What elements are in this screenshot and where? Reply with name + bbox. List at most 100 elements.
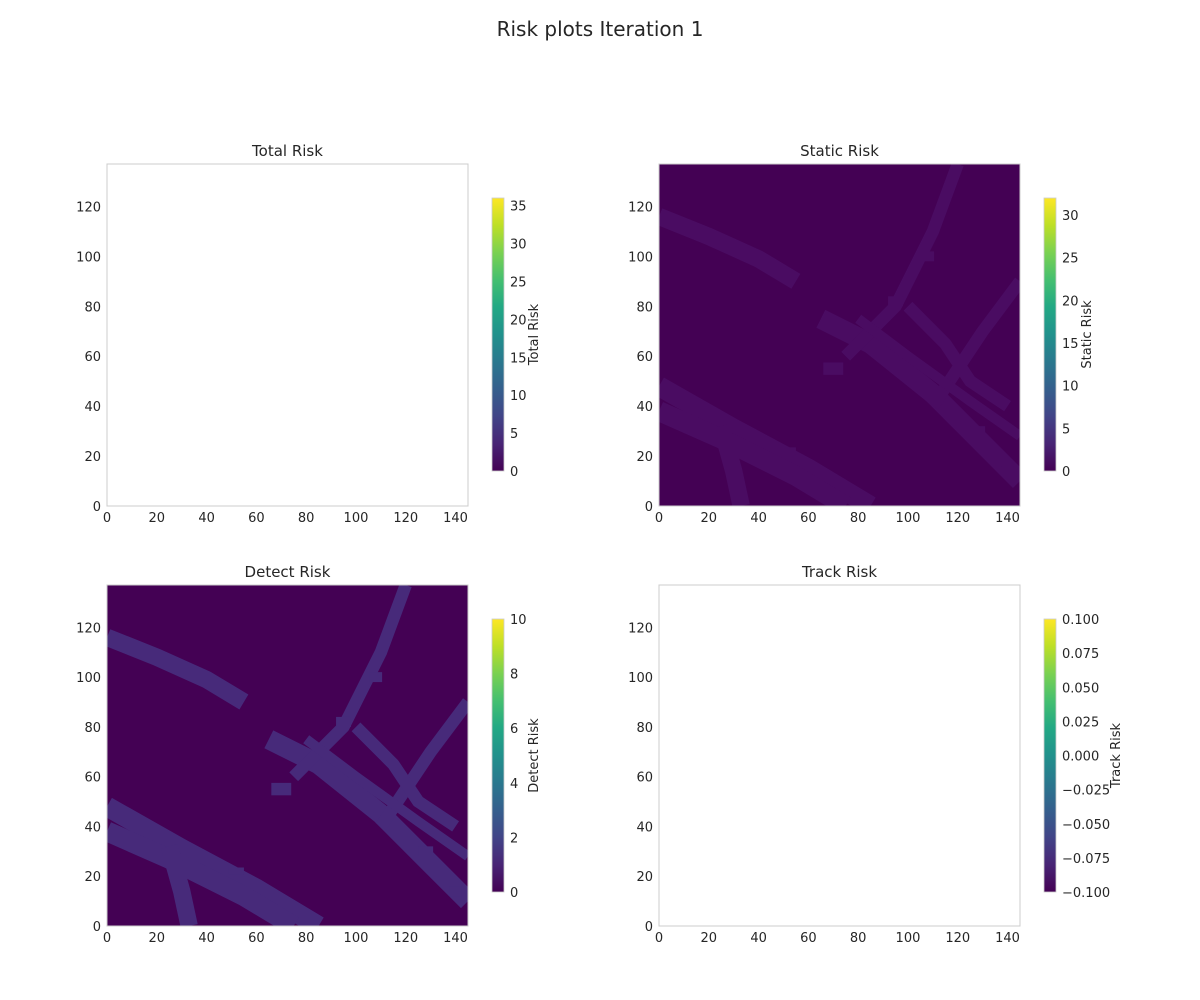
track-risk-x-tick-label: 20 — [701, 931, 718, 946]
track-risk-x-tick-label: 120 — [945, 931, 970, 946]
detect-risk-road-segment — [107, 822, 299, 926]
track-risk-title: Track Risk — [801, 563, 877, 581]
static-risk-y-tick-label: 60 — [636, 350, 653, 365]
total-risk-colorbar-tick-label: 20 — [510, 313, 527, 328]
detect-risk-road-segment — [107, 797, 324, 926]
detect-risk-colorbar-tick-label: 6 — [510, 722, 518, 737]
total-risk-y-tick-label: 0 — [93, 500, 101, 515]
track-risk-x-tick-label: 60 — [800, 931, 817, 946]
total-risk-x-tick-label: 0 — [103, 511, 111, 526]
track-risk-colorbar — [1043, 618, 1057, 893]
total-risk-x-tick-label: 80 — [298, 511, 315, 526]
total-risk-colorbar — [491, 197, 505, 472]
detect-risk-y-tick-label: 80 — [84, 721, 101, 736]
static-risk-colorbar — [1043, 197, 1057, 472]
track-risk-colorbar-tick-label: −0.050 — [1062, 818, 1110, 833]
static-risk-y-tick-label: 20 — [636, 450, 653, 465]
total-risk-colorbar-tick-label: 5 — [510, 427, 518, 442]
total-risk-colorbar-tick-label: 15 — [510, 351, 527, 366]
detect-risk-colorbar-tick-label: 0 — [510, 886, 518, 901]
total-risk-x-tick-label: 20 — [149, 511, 166, 526]
detect-risk-x-tick-label: 140 — [443, 931, 468, 946]
detect-risk-x-tick-label: 60 — [248, 931, 265, 946]
track-risk-x-tick-label: 40 — [750, 931, 767, 946]
detect-risk-risk-patch — [228, 867, 244, 875]
total-risk-colorbar-tick-label: 10 — [510, 389, 527, 404]
track-risk-x-tick-label: 100 — [896, 931, 921, 946]
detect-risk-heatmap-features — [107, 585, 468, 926]
static-risk-colorbar-tick-label: 25 — [1062, 252, 1079, 267]
total-risk-x-tick-label: 140 — [443, 511, 468, 526]
static-risk-y-tick-label: 40 — [636, 400, 653, 415]
detect-risk-risk-patch — [271, 782, 292, 796]
total-risk-y-tick-label: 100 — [76, 250, 101, 265]
static-risk-y-tick-label: 0 — [645, 500, 653, 515]
detect-risk-colorbar-tick-label: 2 — [510, 831, 518, 846]
static-risk-x-tick-label: 40 — [750, 511, 767, 526]
detect-risk-x-tick-label: 100 — [344, 931, 369, 946]
detect-risk-road-segment — [351, 722, 460, 832]
static-risk-y-tick-label: 80 — [636, 300, 653, 315]
static-risk-risk-patch — [970, 426, 986, 437]
static-risk-x-tick-label: 80 — [850, 511, 867, 526]
static-risk-road-segment — [816, 309, 1020, 489]
static-risk-risk-patch — [921, 251, 935, 262]
detect-risk-road-segment — [264, 730, 468, 909]
total-risk-colorbar-tick-label: 0 — [510, 465, 518, 480]
static-risk-colorbar-tick-label: 0 — [1062, 465, 1070, 480]
static-risk-heatmap-features — [659, 164, 1020, 506]
track-risk-y-tick-label: 60 — [636, 771, 653, 786]
static-risk-road-segment — [712, 423, 750, 506]
track-risk-y-tick-label: 40 — [636, 820, 653, 835]
detect-risk-x-tick-label: 40 — [198, 931, 215, 946]
static-risk-road-segment — [855, 314, 1020, 441]
detect-risk-y-tick-label: 0 — [93, 920, 101, 935]
track-risk-colorbar-tick-label: −0.025 — [1062, 784, 1110, 799]
total-risk-x-tick-label: 100 — [344, 511, 369, 526]
track-risk-y-tick-label: 100 — [628, 671, 653, 686]
total-risk-colorbar-label: Total Risk — [527, 303, 542, 366]
track-risk-colorbar-tick-label: 0.100 — [1062, 613, 1099, 628]
detect-risk-colorbar-tick-label: 10 — [510, 613, 527, 628]
track-risk-colorbar-label: Track Risk — [1109, 722, 1124, 789]
detect-risk-colorbar-tick-label: 8 — [510, 668, 518, 683]
total-risk-colorbar-tick-label: 25 — [510, 275, 527, 290]
total-risk-x-tick-label: 120 — [393, 511, 418, 526]
static-risk-y-tick-label: 120 — [628, 200, 653, 215]
total-risk-y-tick-label: 120 — [76, 200, 101, 215]
detect-risk-colorbar — [491, 618, 505, 893]
track-risk-colorbar-tick-label: −0.100 — [1062, 886, 1110, 901]
detect-risk-risk-patch — [336, 716, 351, 727]
total-risk-x-tick-label: 40 — [198, 511, 215, 526]
total-risk-colorbar-tick-label: 35 — [510, 200, 527, 215]
detect-risk-risk-patch — [449, 886, 462, 897]
total-risk-x-tick-label: 60 — [248, 511, 265, 526]
track-risk-x-tick-label: 80 — [850, 931, 867, 946]
static-risk-colorbar-tick-label: 10 — [1062, 380, 1079, 395]
detect-risk-y-tick-label: 40 — [84, 820, 101, 835]
track-risk-axes-frame — [658, 584, 1021, 927]
track-risk-y-tick-label: 0 — [645, 920, 653, 935]
detect-risk-risk-patch — [369, 672, 383, 683]
track-risk-y-tick-label: 80 — [636, 721, 653, 736]
total-risk-y-tick-label: 80 — [84, 300, 101, 315]
track-risk-x-tick-label: 140 — [995, 931, 1020, 946]
static-risk-road-segment — [659, 208, 801, 289]
detect-risk-road-segment — [107, 629, 249, 710]
total-risk-title: Total Risk — [251, 142, 323, 160]
detect-risk-y-tick-label: 60 — [84, 771, 101, 786]
track-risk-x-tick-label: 0 — [655, 931, 663, 946]
detect-risk-x-tick-label: 80 — [298, 931, 315, 946]
track-risk-colorbar-tick-label: 0.000 — [1062, 750, 1099, 765]
track-risk-colorbar-tick-label: 0.050 — [1062, 681, 1099, 696]
static-risk-title: Static Risk — [800, 142, 879, 160]
static-risk-road-segment — [659, 401, 851, 506]
detect-risk-colorbar-label: Detect Risk — [527, 718, 542, 793]
track-risk-y-tick-label: 20 — [636, 870, 653, 885]
total-risk-y-tick-label: 20 — [84, 450, 101, 465]
total-risk-colorbar-tick-label: 30 — [510, 238, 527, 253]
detect-risk-road-segment — [303, 735, 468, 861]
